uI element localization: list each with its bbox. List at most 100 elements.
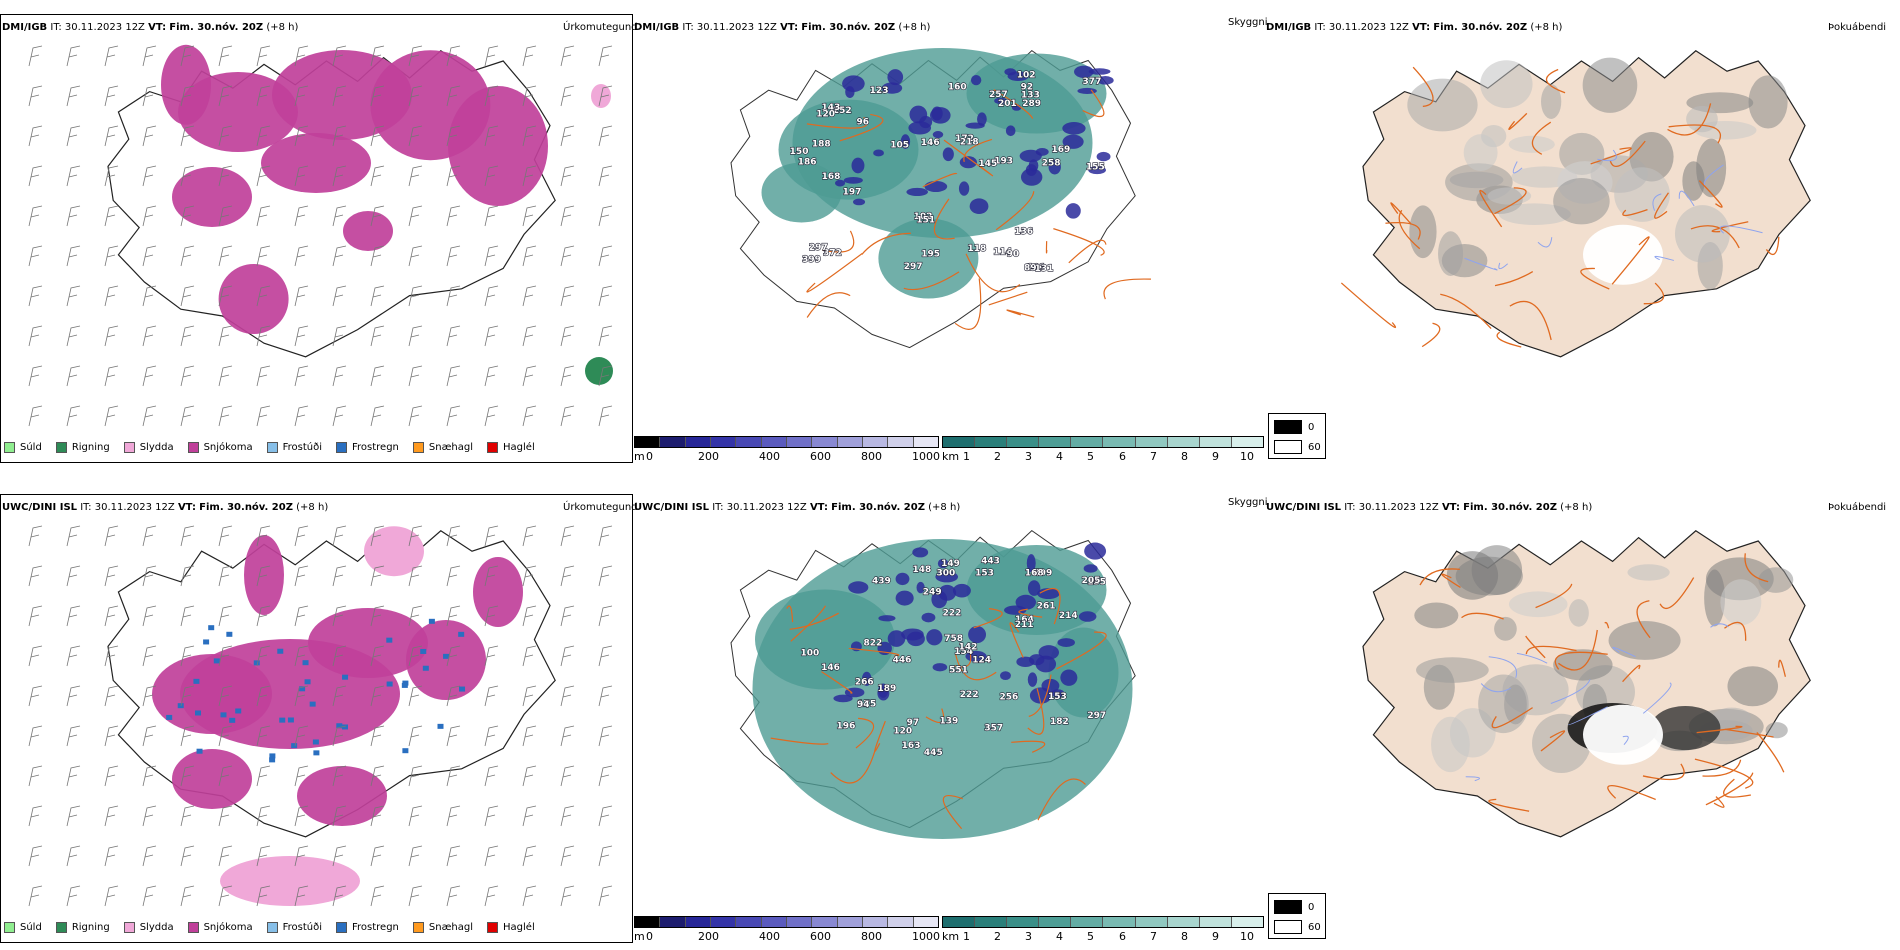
road-line [806, 116, 868, 129]
visibility-value-label: 133 [1021, 90, 1040, 100]
wind-barb [294, 765, 309, 787]
road-line [1390, 202, 1412, 225]
colorbar-segment [685, 917, 711, 927]
wind-barb [484, 645, 499, 667]
wind-barb [408, 605, 423, 627]
colorbar-segment [1103, 437, 1136, 447]
wind-barb [218, 605, 233, 627]
visibility-value-label: 399 [802, 255, 821, 265]
visibility-value-label: 114 [993, 247, 1012, 257]
wind-barb [218, 205, 233, 227]
wind-barb [256, 565, 271, 587]
fog-index-area [1487, 187, 1532, 205]
wind-barb [370, 365, 385, 387]
low-visibility-cell [1065, 203, 1081, 219]
wind-barb [294, 45, 309, 67]
wind-barb [294, 125, 309, 147]
colorbar-segment [1231, 917, 1263, 927]
wind-barb [370, 885, 385, 907]
road-line [1702, 759, 1742, 777]
wind-barb [484, 885, 499, 907]
freezing-rain-cell [313, 750, 320, 756]
fog-map-dmi [1266, 36, 1900, 466]
visibility-value-label: 168 [1025, 568, 1044, 578]
wind-barb [28, 85, 43, 107]
wind-barb [294, 85, 309, 107]
visibility-value-label: 136 [1014, 227, 1033, 237]
wind-barb [180, 565, 195, 587]
legend-swatch [266, 441, 278, 453]
wind-barb [142, 645, 157, 667]
colorbar-segment [1071, 437, 1104, 447]
fog-index-area [1494, 616, 1517, 641]
freezing-rain-cell [341, 724, 348, 730]
road-line [1103, 278, 1151, 300]
low-visibility-cell [835, 179, 846, 187]
fog-index-area [1508, 591, 1568, 618]
wind-barb [256, 805, 271, 827]
low-visibility-cell [887, 630, 906, 647]
road-line [1667, 103, 1712, 136]
road-line [1028, 674, 1052, 717]
wind-barb [484, 765, 499, 787]
wind-barb [28, 325, 43, 347]
visibility-area [761, 162, 842, 223]
legend-item-slydda: Slydda [123, 921, 174, 933]
wind-barb [446, 805, 461, 827]
low-visibility-cell [878, 683, 889, 698]
wind-barb [28, 205, 43, 227]
visibility-value-label: 357 [984, 723, 1003, 733]
wind-barb [446, 605, 461, 627]
river-line [1710, 623, 1729, 628]
colorbar-tick: 9 [1212, 930, 1219, 943]
wind-barb [218, 805, 233, 827]
wind-barb [142, 525, 157, 547]
road-line [1607, 785, 1656, 801]
wind-barb [598, 245, 613, 267]
road-line [1068, 239, 1107, 264]
colorbar-segment [1039, 917, 1072, 927]
river-line [1597, 149, 1617, 162]
wind-barb [104, 685, 119, 707]
road-line [995, 191, 1035, 231]
colorbar-segment [812, 437, 838, 447]
wind-barb [218, 685, 233, 707]
wind-barb [560, 605, 575, 627]
wind-barb [332, 85, 347, 107]
low-visibility-cell [887, 69, 904, 86]
legend-swatch [336, 441, 347, 453]
visibility-area [1048, 627, 1119, 718]
colorbar-segment [685, 437, 711, 447]
fog-index-area [1727, 666, 1779, 707]
low-visibility-cell [1096, 151, 1111, 162]
visibility-value-label: 143 [822, 103, 841, 113]
road-line [1705, 772, 1754, 806]
freezing-rain-cell [428, 618, 435, 624]
colorbar-segment [975, 437, 1008, 447]
legend-item-frostudi: Frostúði [266, 921, 322, 933]
road-line [943, 139, 994, 177]
legend-item-haglel: Haglél [487, 921, 535, 933]
fog-index-area [1608, 620, 1681, 660]
product-title-fog-dmi: Þokuábendi [1828, 22, 1887, 33]
wind-barb [256, 205, 271, 227]
wind-barb [598, 645, 613, 667]
road-line [1643, 282, 1665, 305]
precip-map-uwc [1, 516, 632, 916]
visibility-value-label: 197 [843, 187, 862, 197]
low-visibility-cell [1088, 166, 1106, 175]
product-title-vis-dmi: Skyggni [1228, 17, 1268, 28]
low-visibility-cell [926, 629, 943, 646]
wind-barb [180, 125, 195, 147]
wind-barb [218, 565, 233, 587]
wind-barb [28, 165, 43, 187]
colorbar-segment [1039, 437, 1072, 447]
road-line [933, 198, 955, 240]
low-visibility-cell [1088, 68, 1111, 75]
fog-index-area [1650, 706, 1721, 750]
colorbar-segment [1199, 917, 1232, 927]
visibility-value-label: 188 [812, 139, 831, 149]
legend-swatch [487, 921, 499, 933]
freezing-rain-cell [336, 723, 343, 729]
legend-swatch [266, 921, 278, 933]
